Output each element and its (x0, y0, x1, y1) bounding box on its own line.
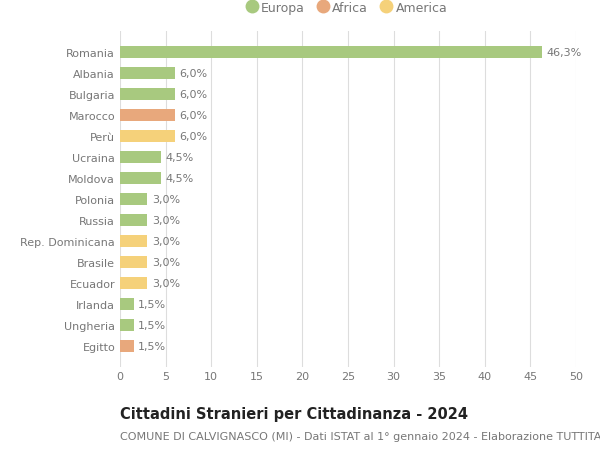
Text: 3,0%: 3,0% (152, 195, 180, 205)
Text: 6,0%: 6,0% (179, 69, 208, 79)
Bar (120, 215, 148, 226)
Text: 4,5%: 4,5% (166, 153, 194, 163)
Text: 3,0%: 3,0% (152, 279, 180, 288)
Bar (120, 47, 542, 59)
Text: Cittadini Stranieri per Cittadinanza - 2024: Cittadini Stranieri per Cittadinanza - 2… (120, 406, 468, 421)
Text: 3,0%: 3,0% (152, 216, 180, 225)
Bar (120, 89, 175, 101)
Text: 6,0%: 6,0% (179, 90, 208, 100)
Bar (120, 152, 161, 163)
Text: 6,0%: 6,0% (179, 111, 208, 121)
Bar (120, 299, 134, 310)
Legend: Europa, Africa, America: Europa, Africa, America (248, 1, 448, 15)
Text: 3,0%: 3,0% (152, 257, 180, 268)
Text: 46,3%: 46,3% (547, 48, 582, 58)
Text: COMUNE DI CALVIGNASCO (MI) - Dati ISTAT al 1° gennaio 2024 - Elaborazione TUTTIT: COMUNE DI CALVIGNASCO (MI) - Dati ISTAT … (120, 431, 600, 442)
Text: 1,5%: 1,5% (138, 299, 166, 309)
Bar (120, 236, 148, 247)
Text: 3,0%: 3,0% (152, 236, 180, 246)
Bar (120, 173, 161, 185)
Text: 4,5%: 4,5% (166, 174, 194, 184)
Bar (120, 257, 148, 268)
Bar (120, 319, 134, 331)
Bar (120, 278, 148, 289)
Bar (120, 194, 148, 206)
Bar (120, 110, 175, 122)
Bar (120, 131, 175, 143)
Bar (120, 68, 175, 80)
Bar (120, 341, 134, 352)
Text: 1,5%: 1,5% (138, 341, 166, 351)
Text: 1,5%: 1,5% (138, 320, 166, 330)
Text: 6,0%: 6,0% (179, 132, 208, 142)
